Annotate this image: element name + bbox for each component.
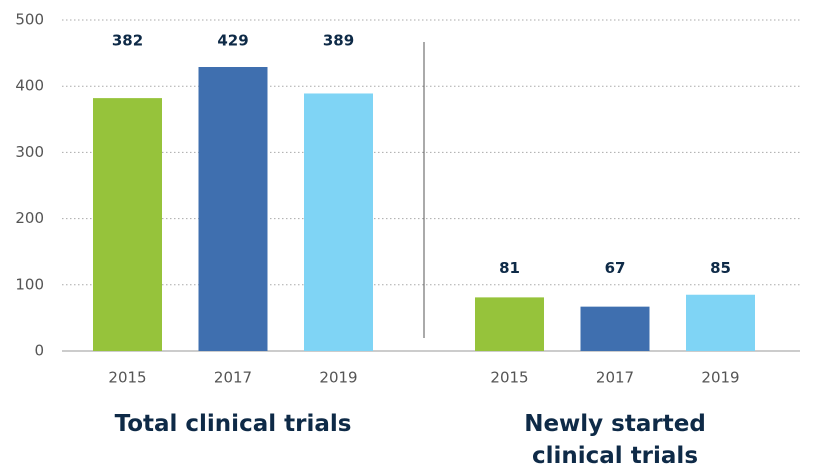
bar [580, 306, 650, 351]
value-label: 389 [323, 32, 354, 50]
y-tick-label: 300 [15, 143, 44, 161]
x-tick-label: 2019 [319, 369, 357, 387]
value-label: 67 [605, 259, 626, 277]
bar [475, 297, 544, 351]
bar [93, 98, 162, 351]
group-title: Total clinical trials [114, 411, 352, 437]
x-tick-label: 2017 [214, 369, 252, 387]
x-tick-label: 2019 [701, 369, 739, 387]
group-title: Newly started clinical trials [524, 411, 706, 467]
bar [198, 67, 268, 351]
value-label: 81 [499, 259, 520, 277]
x-tick-label: 2017 [596, 369, 634, 387]
value-label: 85 [710, 259, 731, 277]
bar [304, 93, 373, 352]
y-tick-label: 100 [15, 275, 44, 293]
x-tick-label: 2015 [490, 369, 528, 387]
y-tick-label: 500 [15, 11, 44, 29]
bar [686, 294, 755, 351]
x-tick-label: 2015 [108, 369, 146, 387]
y-tick-label: 200 [15, 209, 44, 227]
y-tick-label: 400 [15, 77, 44, 95]
value-label: 382 [112, 32, 143, 50]
y-tick-label: 0 [34, 342, 44, 360]
value-label: 429 [217, 32, 248, 50]
